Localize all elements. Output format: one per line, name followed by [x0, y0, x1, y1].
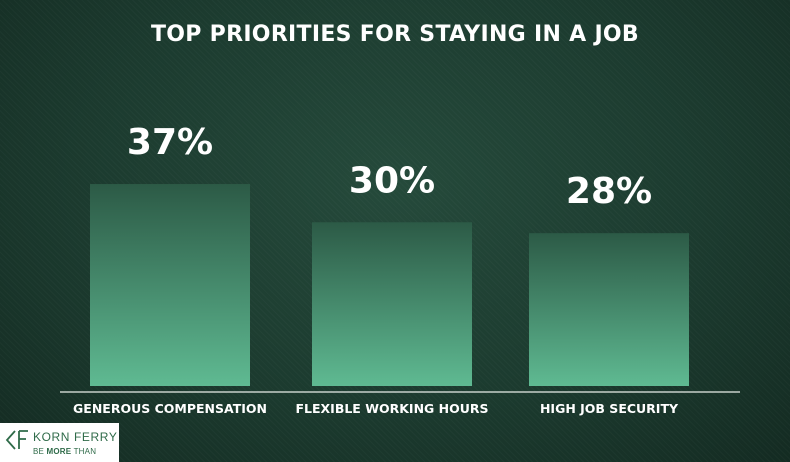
category-label-1: GENEROUS COMPENSATION [73, 401, 267, 416]
category-label-3: HIGH JOB SECURITY [540, 401, 679, 416]
bar-3 [529, 233, 689, 386]
bar-2 [312, 222, 472, 386]
logo-tagline: BE MORE THAN [33, 447, 97, 456]
chart-title: TOP PRIORITIES FOR STAYING IN A JOB [150, 22, 640, 47]
data-label-1: 37% [127, 122, 213, 163]
korn-ferry-logo: KORN FERRY BE MORE THAN [0, 423, 119, 462]
category-label-2: FLEXIBLE WORKING HOURS [295, 401, 488, 416]
data-label-3: 28% [566, 171, 652, 212]
korn-ferry-logo-icon [5, 430, 28, 450]
data-label-2: 30% [349, 160, 435, 201]
logo-wordmark: KORN FERRY [33, 430, 118, 444]
bar-1 [90, 184, 250, 386]
